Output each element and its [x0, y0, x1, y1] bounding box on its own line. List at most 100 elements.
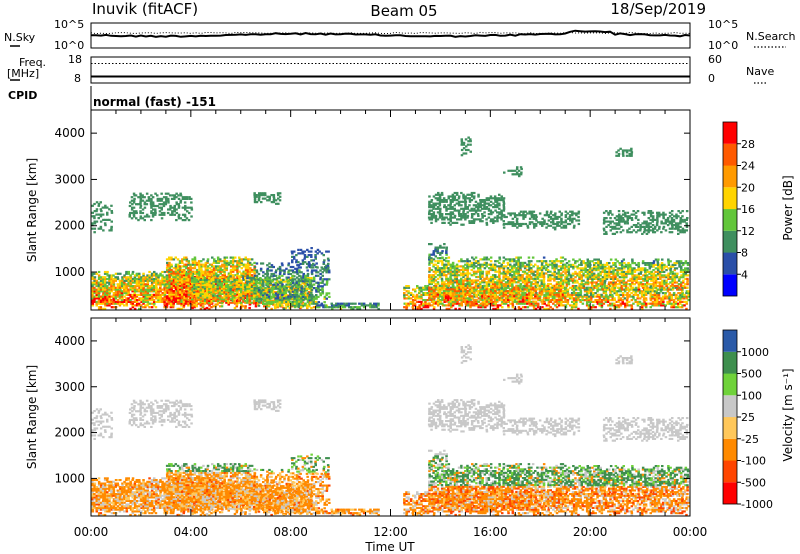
- echo-cell: [256, 262, 259, 264]
- echo-cell: [424, 285, 427, 287]
- echo-cell: [179, 265, 182, 267]
- echo-cell: [298, 299, 301, 301]
- echo-cell: [296, 289, 299, 291]
- echo-cell: [323, 301, 326, 303]
- echo-cell: [418, 301, 421, 303]
- echo-cell: [240, 302, 243, 304]
- echo-cell: [311, 285, 314, 287]
- echo-cell: [248, 307, 251, 309]
- echo-cell: [166, 303, 169, 305]
- echo-cell: [317, 282, 320, 284]
- echo-cell: [177, 302, 180, 304]
- echo-cell: [238, 257, 241, 259]
- echo-cell: [199, 289, 202, 291]
- echo-cell: [256, 296, 258, 298]
- echo-cell: [328, 278, 331, 280]
- echo-cell: [592, 301, 595, 303]
- beam-title: Beam 05: [370, 2, 437, 20]
- echo-cell: [278, 275, 281, 277]
- echo-cell: [127, 289, 130, 291]
- echo-cell: [260, 268, 263, 270]
- echo-cell: [407, 290, 410, 292]
- echo-cell: [96, 273, 99, 275]
- rti-figure: Inuvik (fitACF) Beam 05 18/Sep/2019 N.Sk…: [0, 0, 800, 554]
- echo-cell: [270, 273, 273, 275]
- echo-cell: [117, 276, 120, 278]
- echo-cell: [208, 277, 211, 279]
- echo-cell: [429, 304, 432, 306]
- echo-cell: [200, 303, 203, 305]
- echo-cell: [326, 278, 329, 280]
- echo-cell: [343, 303, 346, 305]
- echo-cell: [275, 278, 278, 280]
- echo-cell: [290, 273, 293, 275]
- echo-cell: [136, 273, 139, 275]
- echo-cell: [352, 303, 355, 305]
- echo-cell: [251, 258, 254, 260]
- echo-cell: [223, 286, 226, 288]
- echo-cell: [132, 285, 135, 287]
- echo-cell: [328, 296, 331, 298]
- echo-cell: [129, 294, 132, 296]
- freq-panel: Freq. [MHz] 18 8 60 0 Nave: [7, 53, 774, 85]
- echo-cell: [409, 301, 412, 303]
- echo-cell: [428, 287, 431, 289]
- echo-cell: [183, 269, 186, 271]
- echo-cell: [212, 277, 215, 279]
- echo-cell: [683, 304, 686, 306]
- echo-cell: [268, 301, 271, 303]
- echo-cell: [290, 266, 293, 268]
- echo-cell: [260, 287, 263, 289]
- echo-cell: [170, 264, 173, 266]
- echo-cell: [433, 306, 436, 308]
- echo-cell: [628, 301, 631, 303]
- echo-cell: [144, 283, 147, 285]
- echo-cell: [319, 269, 322, 271]
- echo-cell: [226, 257, 229, 259]
- freq-left-tick-bottom: 8: [74, 72, 81, 85]
- echo-cell: [270, 269, 273, 271]
- echo-cell: [262, 262, 265, 264]
- echo-cell: [328, 292, 331, 294]
- echo-cell: [256, 269, 259, 271]
- echo-cell: [254, 266, 257, 268]
- echo-cell: [193, 296, 196, 298]
- echo-cell: [106, 271, 109, 273]
- echo-cell: [202, 305, 205, 307]
- echo-cell: [168, 257, 171, 259]
- echo-cell: [219, 258, 222, 260]
- echo-cell: [573, 297, 576, 299]
- echo-cell: [285, 287, 288, 289]
- echo-cell: [262, 275, 265, 277]
- echo-cell: [331, 303, 334, 305]
- echo-cell: [238, 284, 241, 286]
- echo-cell: [251, 274, 254, 276]
- echo-cell: [221, 305, 224, 307]
- echo-cell: [298, 296, 301, 298]
- echo-cell: [251, 296, 254, 298]
- echo-cell: [298, 269, 301, 271]
- echo-cell: [214, 295, 217, 297]
- echo-cell: [215, 279, 218, 281]
- echo-cell: [117, 273, 120, 275]
- echo-cell: [282, 279, 285, 281]
- echo-cell: [199, 279, 202, 281]
- echo-cell: [300, 306, 303, 308]
- echo-cell: [537, 303, 540, 305]
- echo-cell: [414, 303, 417, 305]
- echo-cell: [123, 304, 126, 306]
- echo-cell: [617, 304, 620, 306]
- echo-cell: [290, 282, 293, 284]
- echo-cell: [497, 304, 500, 306]
- echo-cell: [93, 273, 96, 275]
- echo-cell: [234, 257, 237, 259]
- echo-cell: [408, 296, 411, 298]
- echo-cell: [183, 287, 186, 289]
- echo-cell: [281, 305, 284, 307]
- echo-cell: [300, 271, 303, 273]
- echo-cell: [271, 301, 274, 303]
- echo-cell: [306, 304, 309, 306]
- echo-cell: [288, 262, 291, 264]
- echo-cell: [311, 289, 314, 291]
- echo-cell: [624, 297, 627, 299]
